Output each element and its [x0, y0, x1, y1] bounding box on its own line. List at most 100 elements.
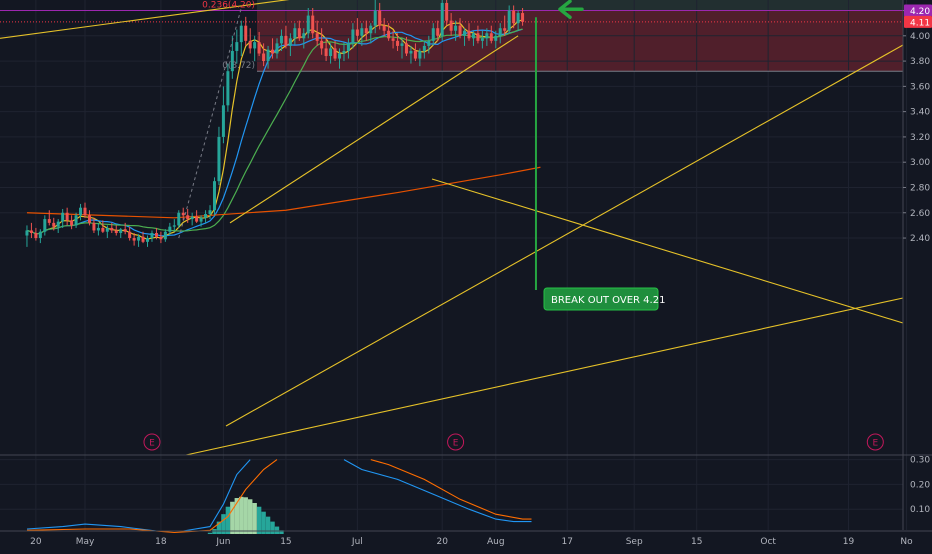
time-axis-label: 15	[691, 537, 702, 547]
candle-body	[25, 230, 29, 236]
candle-body	[342, 50, 346, 54]
candle-body	[34, 232, 38, 239]
time-axis-label: 17	[561, 537, 572, 547]
candle-body	[239, 25, 243, 43]
fib-zone	[257, 0, 903, 11]
indicator-axis-label: 0.20	[910, 480, 930, 490]
candle-body	[235, 42, 239, 51]
candle-body	[52, 222, 56, 227]
candle-body	[320, 40, 324, 49]
candle-body	[38, 231, 42, 239]
indicator-histogram-bar	[274, 526, 280, 534]
candle-body	[266, 49, 270, 62]
candle-body	[114, 230, 118, 233]
candle-body	[503, 28, 507, 31]
candle-body	[186, 215, 190, 220]
time-axis-label: Aug	[487, 537, 505, 547]
candle-body	[454, 25, 458, 31]
candle-body	[494, 35, 498, 41]
candle-body	[96, 227, 100, 231]
candle-body	[338, 53, 342, 59]
candle-body	[154, 232, 158, 237]
candle-body	[396, 40, 400, 46]
candle-body	[507, 10, 511, 31]
indicator-line	[26, 459, 278, 534]
indicator-histogram-bar	[279, 530, 284, 534]
moving-average-green	[26, 28, 523, 235]
earnings-marker	[866, 433, 884, 451]
candle-body	[288, 38, 292, 46]
time-axis-label: Sep	[626, 537, 643, 547]
candle-body	[333, 48, 337, 59]
indicator-histogram-bar	[216, 521, 222, 534]
time-axis-label: Jun	[215, 537, 230, 547]
price-axis-label: 2.60	[910, 209, 930, 219]
candle-body	[387, 30, 391, 39]
candle-body	[43, 219, 47, 232]
candle-body	[445, 2, 449, 21]
annotation-callout-text: BREAK OUT OVER 4.21	[551, 295, 665, 306]
indicator-histogram-bar	[225, 506, 231, 534]
candle-body	[324, 48, 328, 57]
candle-body	[378, 10, 382, 26]
candle-body	[83, 207, 87, 216]
candle-body	[373, 10, 377, 26]
trendline-long-rising	[185, 297, 904, 456]
moving-average-yellow	[26, 19, 523, 240]
candle-body	[159, 236, 163, 240]
indicator-histogram-bar	[239, 496, 244, 534]
indicator-histogram-bar	[234, 498, 240, 534]
candle-body	[61, 212, 65, 222]
earnings-marker	[143, 433, 161, 451]
annotation-callout-box	[543, 287, 659, 311]
candle-body	[137, 236, 141, 241]
candle-body	[226, 71, 230, 106]
price-axis-label: 3.20	[910, 133, 930, 143]
candle-body	[458, 25, 462, 36]
candle-body	[351, 29, 355, 44]
price-axis-label: 3.60	[910, 82, 930, 92]
candle-body	[190, 216, 194, 220]
candle-body	[431, 28, 435, 41]
indicator-histogram-bar	[248, 499, 253, 534]
candle-body	[476, 33, 480, 41]
candle-body	[413, 50, 417, 59]
price-badge-label: 4.11	[910, 18, 930, 28]
candle-body	[163, 231, 167, 240]
candle-body	[230, 50, 234, 72]
candle-body	[132, 238, 136, 241]
price-axis-label: 3.40	[910, 108, 930, 118]
time-axis-label: 15	[280, 537, 291, 547]
price-axis-background	[903, 0, 932, 550]
candle-body	[409, 50, 413, 54]
candle-body	[141, 236, 145, 242]
candle-body	[29, 230, 33, 233]
candle-body	[212, 181, 216, 211]
candle-body	[168, 226, 172, 232]
candle-body	[248, 40, 252, 49]
candle-body	[391, 38, 395, 41]
candle-body	[70, 220, 74, 226]
moving-average-orange	[26, 166, 541, 219]
indicator-histogram-bar	[252, 503, 257, 534]
earnings-marker-label: E	[453, 439, 459, 449]
indicator-histogram-bar	[207, 532, 213, 534]
candle-body	[418, 50, 422, 59]
time-axis-label: May	[76, 537, 95, 547]
time-axis-label: 19	[843, 537, 855, 547]
candle-body	[346, 43, 350, 51]
time-axis-label: Oct	[760, 537, 776, 547]
candle-body	[449, 20, 453, 31]
indicator-histogram-bar	[270, 521, 275, 534]
candle-body	[360, 28, 364, 36]
candle-body	[404, 43, 408, 54]
candle-body	[199, 217, 203, 222]
candle-body	[262, 53, 266, 62]
candle-body	[253, 42, 257, 49]
green-arrow-icon	[558, 0, 584, 20]
candle-body	[244, 25, 248, 41]
candle-body	[485, 33, 489, 39]
candle-body	[123, 229, 127, 232]
